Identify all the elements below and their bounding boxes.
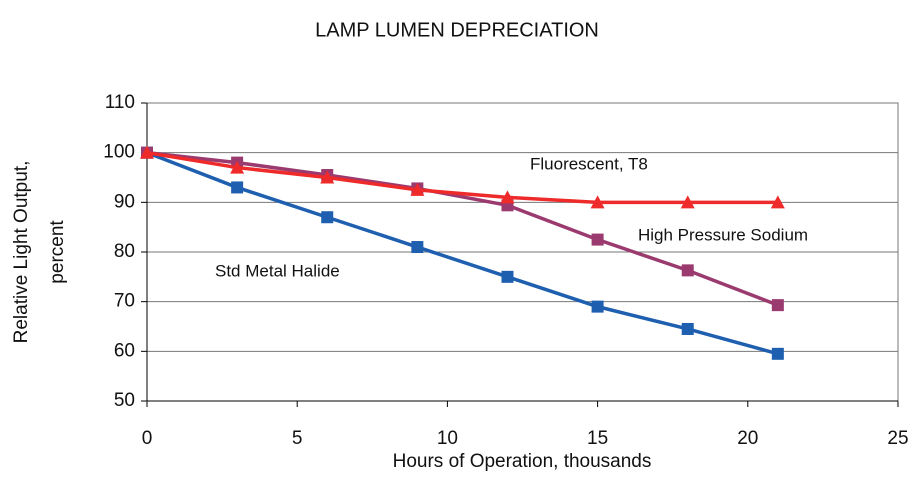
marker [771, 299, 784, 312]
chart-title: LAMP LUMEN DEPRECIATION [315, 19, 599, 41]
y-tick-label: 100 [103, 142, 135, 163]
marker [681, 322, 694, 335]
series-label: Std Metal Halide [215, 261, 340, 280]
x-tick-label: 20 [737, 428, 758, 449]
series-label: High Pressure Sodium [638, 225, 808, 244]
x-tick-label: 5 [292, 428, 303, 449]
marker [320, 170, 335, 184]
series-line [146, 151, 779, 356]
series-label: Fluorescent, T8 [530, 154, 648, 173]
marker [500, 190, 515, 204]
y-tick-label: 60 [114, 340, 135, 361]
y-tick-label: 90 [114, 191, 135, 212]
y-tick-label: 110 [105, 92, 135, 113]
marker [590, 195, 605, 209]
marker [501, 270, 514, 283]
marker [501, 199, 514, 212]
y-tick-label: 70 [114, 291, 135, 312]
marker [321, 211, 334, 224]
marker [771, 347, 784, 360]
x-tick-label: 0 [142, 428, 153, 449]
series-line [146, 150, 779, 307]
y-tick-label: 50 [114, 390, 135, 411]
marker [140, 145, 154, 159]
y-tick-label: 80 [114, 241, 135, 262]
marker [410, 182, 425, 196]
x-tick-label: 10 [437, 428, 458, 449]
marker [770, 195, 785, 209]
y-axis-label: percent [47, 220, 68, 284]
marker [230, 160, 245, 174]
y-axis-label: Relative Light Output, [11, 161, 32, 344]
marker [681, 264, 694, 277]
marker [591, 233, 604, 246]
x-tick-label: 15 [587, 428, 608, 449]
x-tick-label: 25 [887, 428, 908, 449]
marker [680, 195, 695, 209]
series-line [146, 150, 778, 205]
marker [411, 241, 424, 254]
marker [591, 300, 604, 313]
x-axis-label: Hours of Operation, thousands [393, 451, 652, 472]
marker [231, 181, 244, 194]
